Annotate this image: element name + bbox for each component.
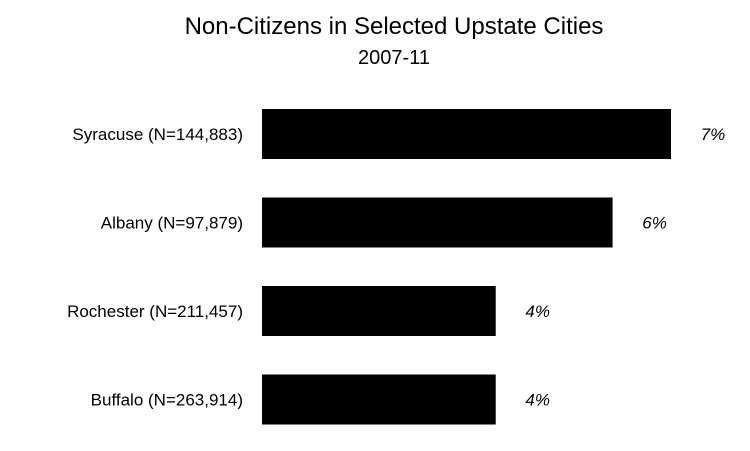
value-label-0: 7% [701,125,726,144]
bar-1 [262,197,613,248]
category-label-1: Albany (N=97,879) [101,214,243,233]
value-label-2: 4% [525,302,550,321]
bar-3 [262,374,496,425]
bar-2 [262,286,496,336]
value-label-1: 6% [642,214,667,233]
value-label-3: 4% [525,391,550,410]
chart-subtitle: 2007-11 [358,47,430,69]
bar-0 [262,109,671,159]
chart-title: Non-Citizens in Selected Upstate Cities [184,13,604,40]
category-label-2: Rochester (N=211,457) [67,302,243,321]
category-label-3: Buffalo (N=263,914) [91,391,243,410]
category-label-0: Syracuse (N=144,883) [72,125,243,144]
